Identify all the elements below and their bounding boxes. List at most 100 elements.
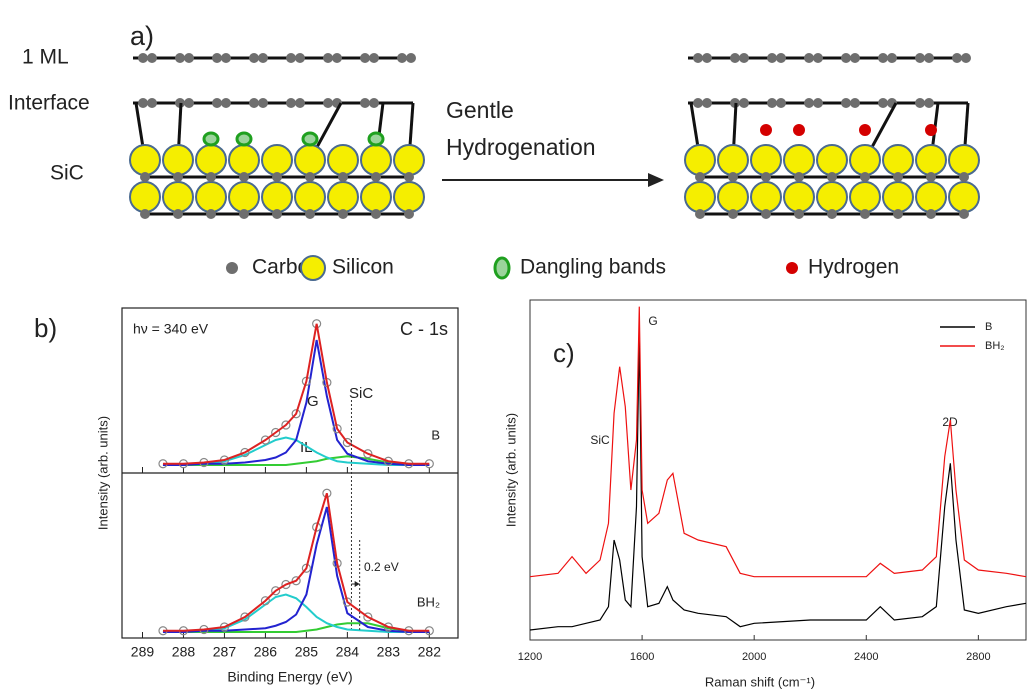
annotation: 0.2 eV — [364, 560, 399, 574]
carbon — [850, 53, 860, 63]
carbon — [239, 172, 249, 182]
carbon — [776, 53, 786, 63]
annotation: C - 1s — [400, 319, 448, 339]
curve — [163, 324, 429, 464]
carbon — [893, 172, 903, 182]
peak-label: SiC — [590, 433, 610, 447]
carbon — [915, 53, 925, 63]
line — [530, 333, 1026, 630]
panel-label: c) — [553, 338, 575, 368]
carbon — [827, 172, 837, 182]
silicon — [328, 182, 358, 212]
carbon — [404, 209, 414, 219]
legend-text: Hydrogen — [808, 256, 899, 279]
silicon — [130, 182, 160, 212]
carbon — [693, 98, 703, 108]
carbon — [776, 98, 786, 108]
carbon — [249, 53, 259, 63]
row-label: 1 ML — [22, 46, 69, 69]
carbon — [258, 53, 268, 63]
carbon — [338, 172, 348, 182]
silicon — [817, 182, 847, 212]
annotation: hν = 340 eV — [133, 321, 209, 337]
silicon — [883, 145, 913, 175]
carbon — [212, 53, 222, 63]
carbon — [893, 209, 903, 219]
silicon — [949, 145, 979, 175]
carbon — [827, 209, 837, 219]
diagram: a) 1 ML Interface SiC Gentle Hydrogenati… — [8, 21, 979, 280]
silicon — [949, 182, 979, 212]
carbon — [860, 209, 870, 219]
carbon — [804, 53, 814, 63]
silicon — [817, 145, 847, 175]
silicon — [784, 145, 814, 175]
x-tick-label: 2800 — [966, 651, 990, 663]
hydrogen — [793, 124, 805, 136]
silicon — [883, 182, 913, 212]
silicon — [850, 145, 880, 175]
carbon — [184, 98, 194, 108]
carbon — [695, 172, 705, 182]
legend-icon — [301, 256, 325, 280]
x-axis-label: Binding Energy (eV) — [227, 669, 352, 685]
carbon — [860, 172, 870, 182]
carbon — [295, 98, 305, 108]
panel-series-label: B — [431, 427, 440, 442]
carbon — [761, 172, 771, 182]
x-tick-label: 2000 — [742, 651, 766, 663]
carbon — [926, 172, 936, 182]
carbon — [959, 172, 969, 182]
legend-text: B — [985, 321, 992, 333]
arrow-head — [648, 173, 664, 187]
silicon — [163, 182, 193, 212]
silicon — [229, 145, 259, 175]
silicon — [916, 182, 946, 212]
carbon — [804, 98, 814, 108]
carbon — [249, 98, 259, 108]
carbon — [295, 53, 305, 63]
panel-label: b) — [34, 313, 57, 343]
carbon — [369, 98, 379, 108]
carbon — [360, 53, 370, 63]
carbon — [841, 98, 851, 108]
silicon — [328, 145, 358, 175]
carbon — [147, 53, 157, 63]
carbon — [138, 98, 148, 108]
carbon — [371, 172, 381, 182]
carbon — [305, 209, 315, 219]
carbon — [739, 53, 749, 63]
x-tick-label: 284 — [336, 644, 360, 660]
carbon — [952, 53, 962, 63]
carbon — [332, 53, 342, 63]
silicon — [784, 182, 814, 212]
carbon — [272, 209, 282, 219]
carbon — [693, 53, 703, 63]
hydrogen — [760, 124, 772, 136]
carbon — [767, 98, 777, 108]
dangling-bond — [237, 133, 251, 145]
carbon — [813, 53, 823, 63]
carbon — [404, 172, 414, 182]
plot-frame — [530, 300, 1026, 640]
carbon — [924, 98, 934, 108]
carbon — [184, 53, 194, 63]
carbon — [239, 209, 249, 219]
carbon — [206, 172, 216, 182]
carbon — [140, 209, 150, 219]
silicon — [850, 182, 880, 212]
hydrogen — [859, 124, 871, 136]
silicon — [916, 145, 946, 175]
silicon — [130, 145, 160, 175]
silicon — [394, 182, 424, 212]
carbon — [961, 53, 971, 63]
carbon — [369, 53, 379, 63]
carbon — [739, 98, 749, 108]
silicon — [361, 145, 391, 175]
carbon — [878, 53, 888, 63]
silicon — [262, 182, 292, 212]
carbon — [305, 172, 315, 182]
peak-label: IL — [300, 439, 313, 456]
silicon — [718, 145, 748, 175]
carbon — [272, 172, 282, 182]
